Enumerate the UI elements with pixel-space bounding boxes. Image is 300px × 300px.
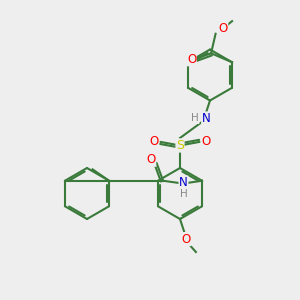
Text: O: O bbox=[187, 53, 196, 66]
Text: O: O bbox=[149, 135, 158, 148]
Text: H: H bbox=[180, 189, 188, 199]
Text: S: S bbox=[176, 139, 184, 152]
Text: O: O bbox=[218, 22, 228, 35]
Text: O: O bbox=[202, 135, 211, 148]
Text: N: N bbox=[202, 112, 211, 125]
Text: O: O bbox=[182, 232, 191, 246]
Text: H: H bbox=[191, 113, 199, 124]
Text: O: O bbox=[146, 153, 156, 166]
Text: N: N bbox=[179, 176, 188, 189]
